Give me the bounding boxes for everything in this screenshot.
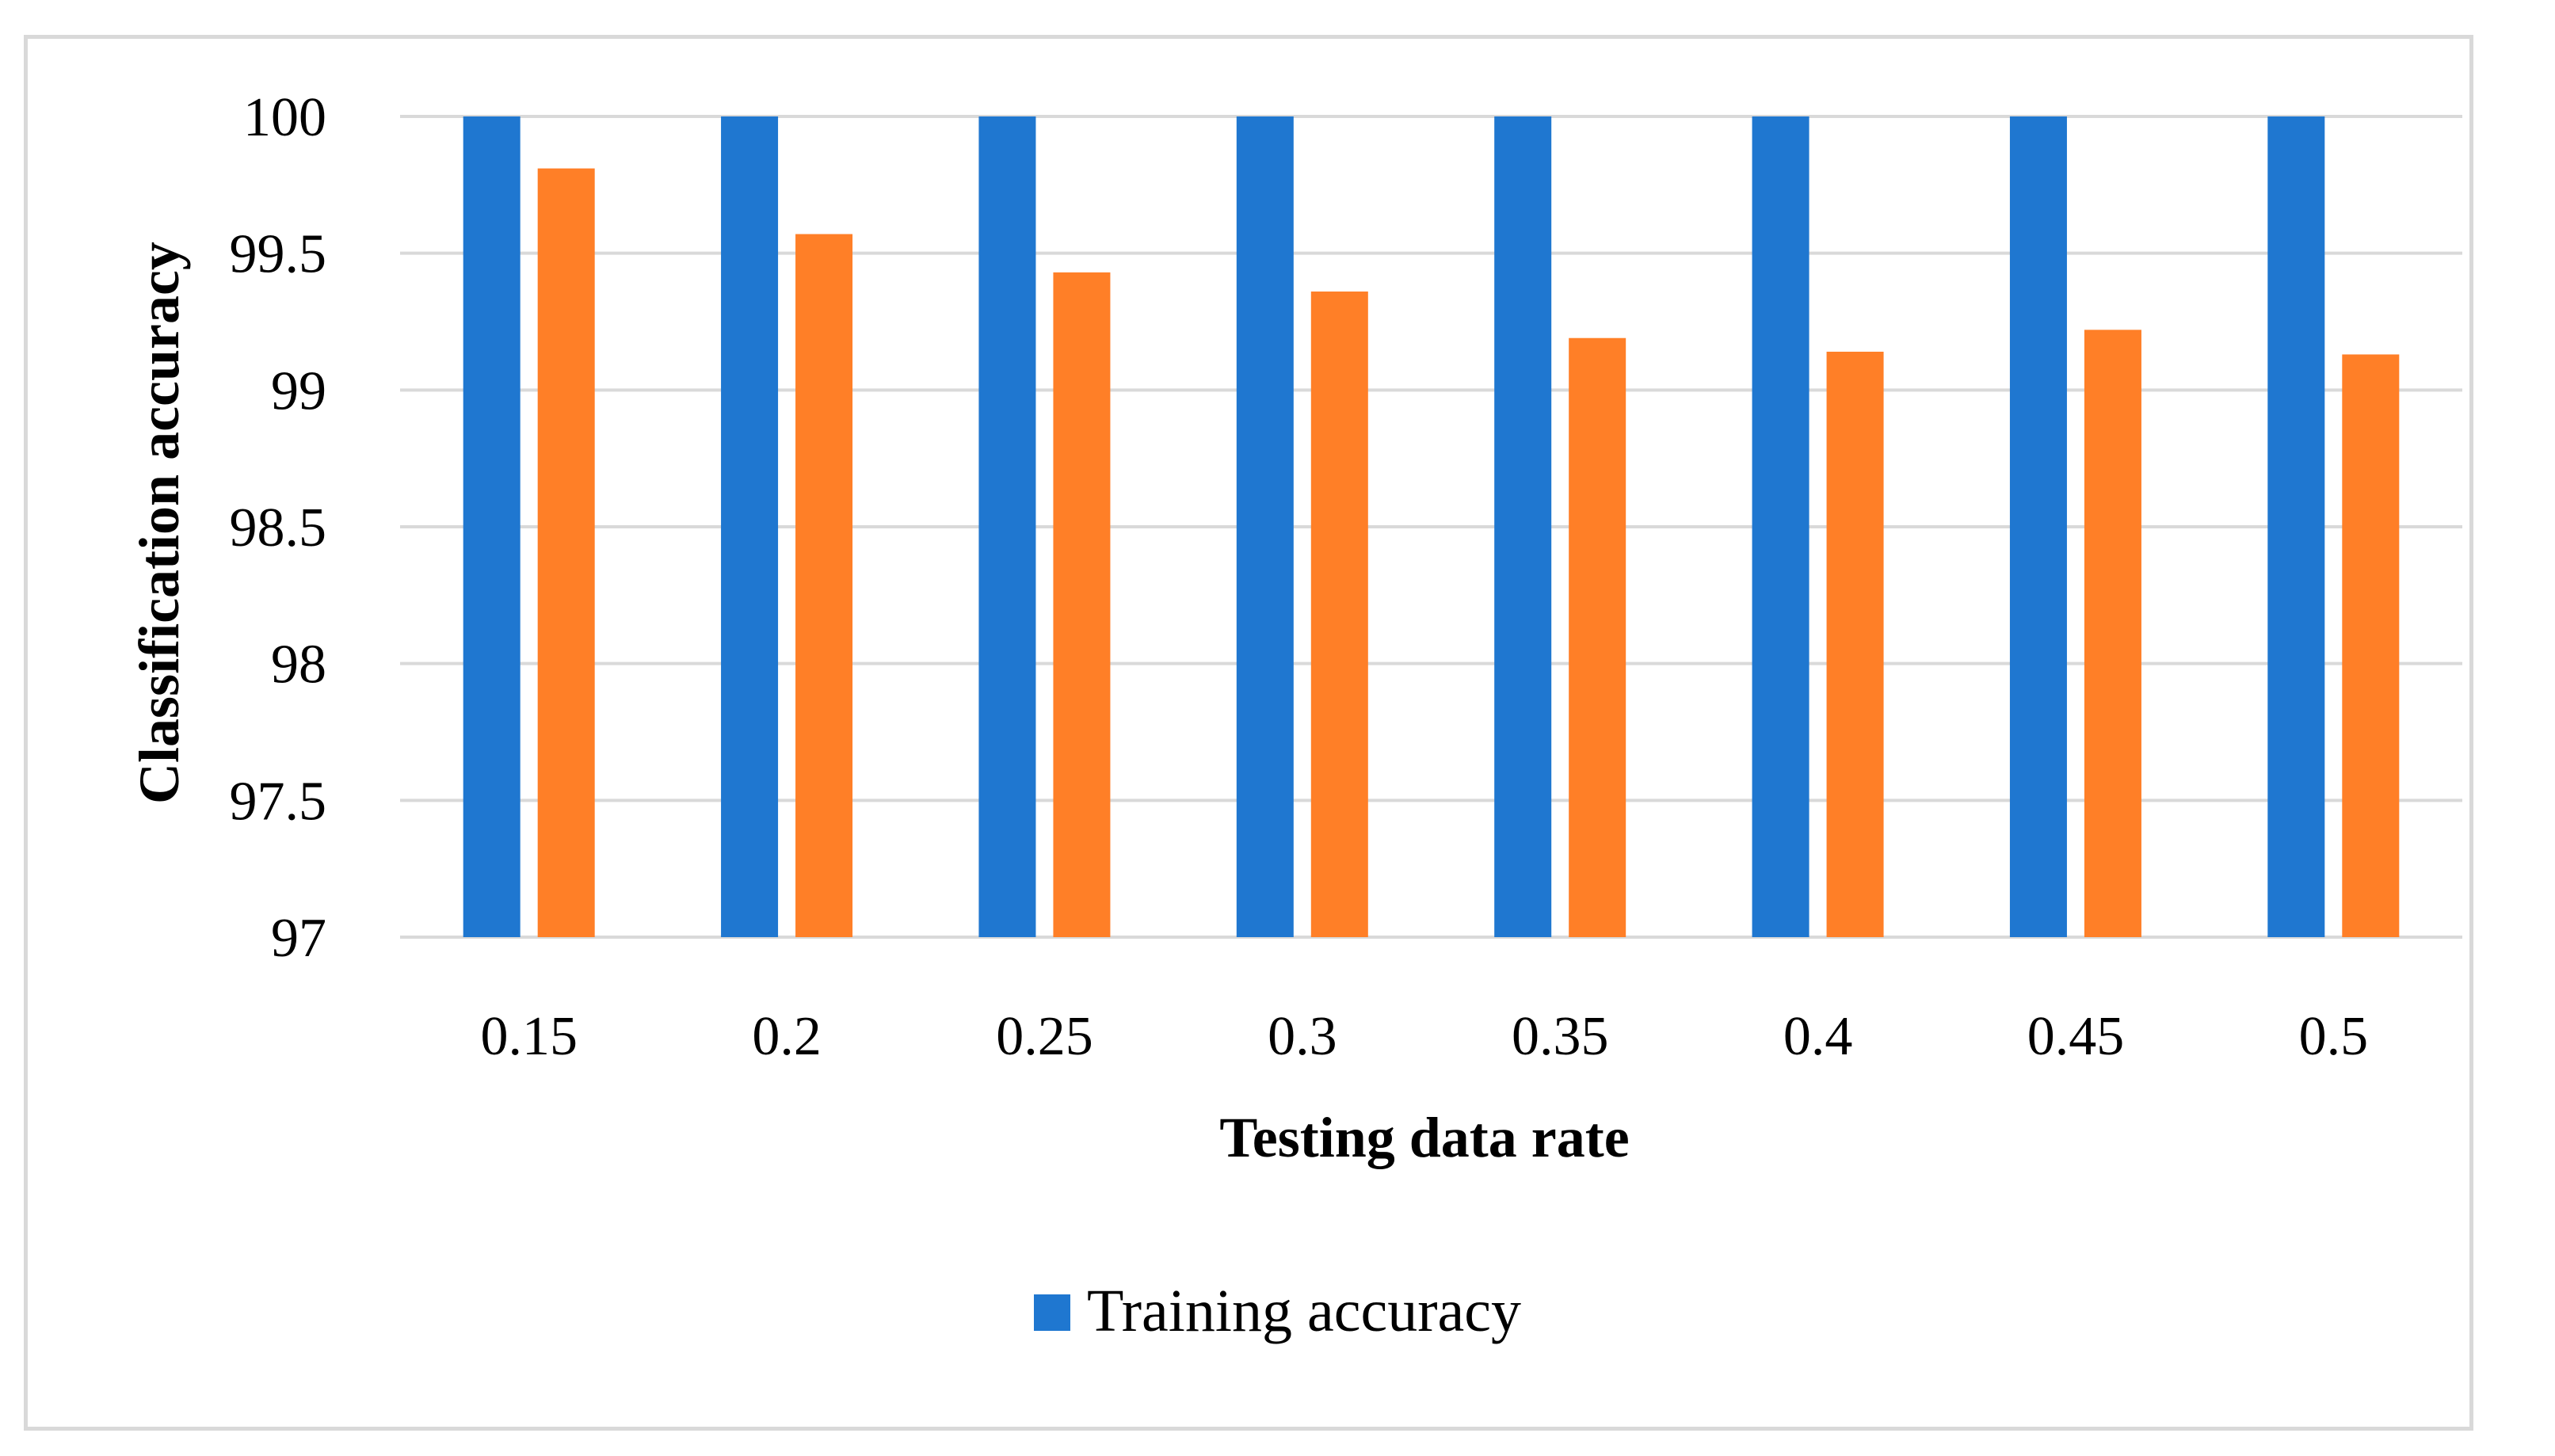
x-axis-title: Testing data rate	[1219, 1106, 1629, 1169]
bar-testing-accuracy	[537, 168, 595, 937]
bars	[463, 116, 2400, 938]
bar-training-accuracy	[978, 116, 1036, 937]
y-tick-label: 99	[271, 360, 326, 421]
x-tick-label: 0.15	[480, 1006, 578, 1067]
bar-testing-accuracy	[1310, 292, 1368, 938]
x-tick-label: 0.45	[2027, 1006, 2125, 1067]
y-tick-label: 97.5	[230, 771, 327, 832]
bar-training-accuracy	[721, 116, 779, 937]
bar-training-accuracy	[1494, 116, 1552, 937]
y-axis-title: Classification accuracy	[128, 242, 191, 804]
y-tick-labels: 97 97.5 98 98.5 99 99.5 100	[230, 87, 327, 969]
legend-swatch-training	[1034, 1294, 1070, 1331]
bar-training-accuracy	[2267, 116, 2325, 937]
y-tick-label: 100	[243, 87, 326, 148]
x-tick-label: 0.2	[752, 1006, 822, 1067]
bar-testing-accuracy	[1569, 337, 1626, 938]
bar-testing-accuracy	[1826, 351, 1884, 937]
y-tick-label: 98	[271, 635, 326, 696]
legend-label-training: Training accuracy	[1087, 1278, 1521, 1344]
bar-testing-accuracy	[2084, 330, 2141, 937]
bar-testing-accuracy	[795, 234, 853, 937]
x-tick-label: 0.35	[1512, 1006, 1609, 1067]
bar-training-accuracy	[1752, 116, 1809, 937]
x-tick-label: 0.25	[996, 1006, 1093, 1067]
legend: Training accuracy	[1034, 1278, 1521, 1344]
bar-testing-accuracy	[2342, 354, 2400, 937]
gridlines	[400, 115, 2462, 939]
bar-training-accuracy	[1236, 116, 1294, 937]
y-tick-label: 98.5	[230, 497, 327, 558]
x-tick-label: 0.4	[1783, 1006, 1853, 1067]
y-tick-label: 99.5	[230, 224, 327, 285]
x-tick-label: 0.3	[1268, 1006, 1337, 1067]
x-tick-label: 0.5	[2299, 1006, 2369, 1067]
bar-training-accuracy	[463, 116, 521, 937]
x-tick-labels: 0.15 0.2 0.25 0.3 0.35 0.4 0.45 0.5	[480, 1006, 2368, 1067]
bar-testing-accuracy	[1053, 272, 1111, 938]
bar-training-accuracy	[2009, 116, 2067, 937]
y-tick-label: 97	[271, 908, 326, 969]
